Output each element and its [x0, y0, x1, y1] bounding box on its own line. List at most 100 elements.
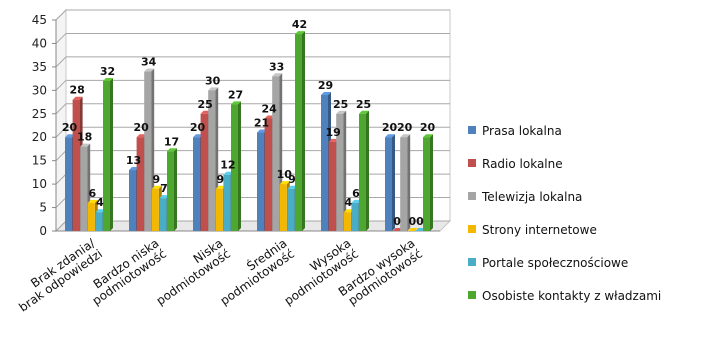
bar-osobiste-kontakty-z-wladzami: [295, 31, 305, 232]
bar-face: [328, 141, 336, 231]
bar-top: [321, 92, 331, 96]
bar-side: [366, 110, 369, 231]
bar-top: [343, 209, 354, 213]
bar-face: [87, 202, 95, 231]
y-tick-label: 40: [32, 36, 47, 50]
bar-top: [400, 134, 411, 138]
bar-top: [95, 209, 106, 213]
category-label: Brak zdania/brak odpowiedzi: [9, 235, 106, 314]
bar-face: [415, 228, 426, 231]
data-label: 19: [325, 126, 340, 139]
bar-strony-internetowe: [407, 228, 418, 231]
bar-face: [200, 113, 208, 231]
bar-face: [279, 184, 287, 231]
data-label: 20: [190, 121, 206, 134]
data-label: 33: [269, 60, 284, 73]
bar-side: [302, 31, 305, 232]
bar-face: [72, 99, 80, 231]
gridline: [55, 32, 450, 44]
bar-face: [231, 104, 238, 231]
bar-side: [392, 134, 395, 231]
bar-face: [208, 90, 216, 231]
y-tick-label: 0: [39, 224, 47, 238]
legend-item-telewizja-lokalna: Telewizja lokalna: [468, 190, 582, 204]
bar-top: [351, 199, 362, 203]
bar-top: [257, 129, 267, 133]
legend-swatch: [468, 225, 476, 233]
bar-side: [110, 77, 113, 231]
data-label: 0: [393, 215, 401, 228]
data-label: 24: [261, 102, 277, 115]
bar-prasa-lokalna: [385, 134, 395, 231]
data-label: 6: [88, 187, 96, 200]
bar-face: [167, 151, 174, 231]
bar-face: [272, 76, 280, 232]
y-tick-label: 45: [32, 13, 47, 27]
legend-swatch: [468, 159, 476, 167]
bar-radio-lokalne: [392, 228, 403, 231]
bar-osobiste-kontakty-z-wladzami: [167, 148, 177, 231]
bar-top: [208, 87, 219, 91]
data-label: 20: [62, 121, 78, 134]
data-label: 34: [141, 56, 157, 69]
bar-face: [65, 137, 72, 231]
bar-top: [287, 185, 298, 189]
data-label: 20: [397, 121, 413, 134]
data-label: 0: [416, 215, 424, 228]
bar-top: [328, 138, 339, 142]
legend-label: Osobiste kontakty z władzami: [482, 289, 661, 303]
legend-label: Radio lokalne: [482, 157, 563, 171]
bar-top: [423, 134, 433, 138]
bar-top: [264, 115, 275, 119]
bar-top: [336, 110, 347, 114]
legend-label: Telewizja lokalna: [481, 190, 582, 204]
data-label: 4: [344, 196, 352, 209]
bar-face: [385, 137, 392, 231]
data-label: 9: [288, 173, 296, 186]
gridline: [55, 56, 450, 68]
bar-top: [231, 101, 241, 105]
bar-face: [392, 228, 403, 231]
bar-osobiste-kontakty-z-wladzami: [359, 110, 369, 231]
legend-label: Portale społecznościowe: [482, 256, 628, 270]
bar-face: [321, 95, 328, 232]
bar-osobiste-kontakty-z-wladzami: [423, 134, 433, 231]
data-labels: 2028186432132034971720253091227212433109…: [62, 18, 436, 228]
bar-face: [223, 174, 231, 231]
legend-swatch: [468, 291, 476, 299]
bar-top: [272, 73, 283, 77]
bar-face: [144, 71, 152, 231]
bar-telewizja-lokalna: [336, 110, 347, 231]
bar-face: [264, 118, 272, 231]
bar-side: [430, 134, 433, 231]
bar-face: [257, 132, 264, 231]
y-tick-label: 15: [32, 154, 47, 168]
bar-face: [159, 198, 167, 231]
bar-face: [103, 80, 110, 231]
legend-item-osobiste-kontakty-z-wladzami: Osobiste kontakty z władzami: [468, 289, 661, 303]
data-label: 42: [292, 18, 307, 31]
legend-item-portale-spolecznosciowe: Portale społecznościowe: [468, 256, 628, 270]
bar-face: [343, 212, 351, 231]
legend-swatch: [468, 258, 476, 266]
bar-face: [336, 113, 344, 231]
bar-face: [80, 146, 88, 231]
data-label: 20: [382, 121, 398, 134]
bar-face: [295, 34, 302, 231]
y-tick-label: 20: [32, 130, 47, 144]
legend-label: Strony internetowe: [482, 223, 597, 237]
legend-label: Prasa lokalna: [482, 124, 562, 138]
y-tick-label: 10: [32, 177, 47, 191]
legend-swatch: [468, 126, 476, 134]
bar-face: [95, 212, 103, 231]
data-label: 20: [133, 121, 149, 134]
bar-face: [136, 137, 144, 231]
bar-top: [159, 195, 170, 199]
bar-top: [151, 185, 162, 189]
gridline: [55, 9, 450, 21]
bar-osobiste-kontakty-z-wladzami: [231, 101, 241, 232]
bar-face: [407, 228, 418, 231]
bar-top: [72, 96, 83, 100]
